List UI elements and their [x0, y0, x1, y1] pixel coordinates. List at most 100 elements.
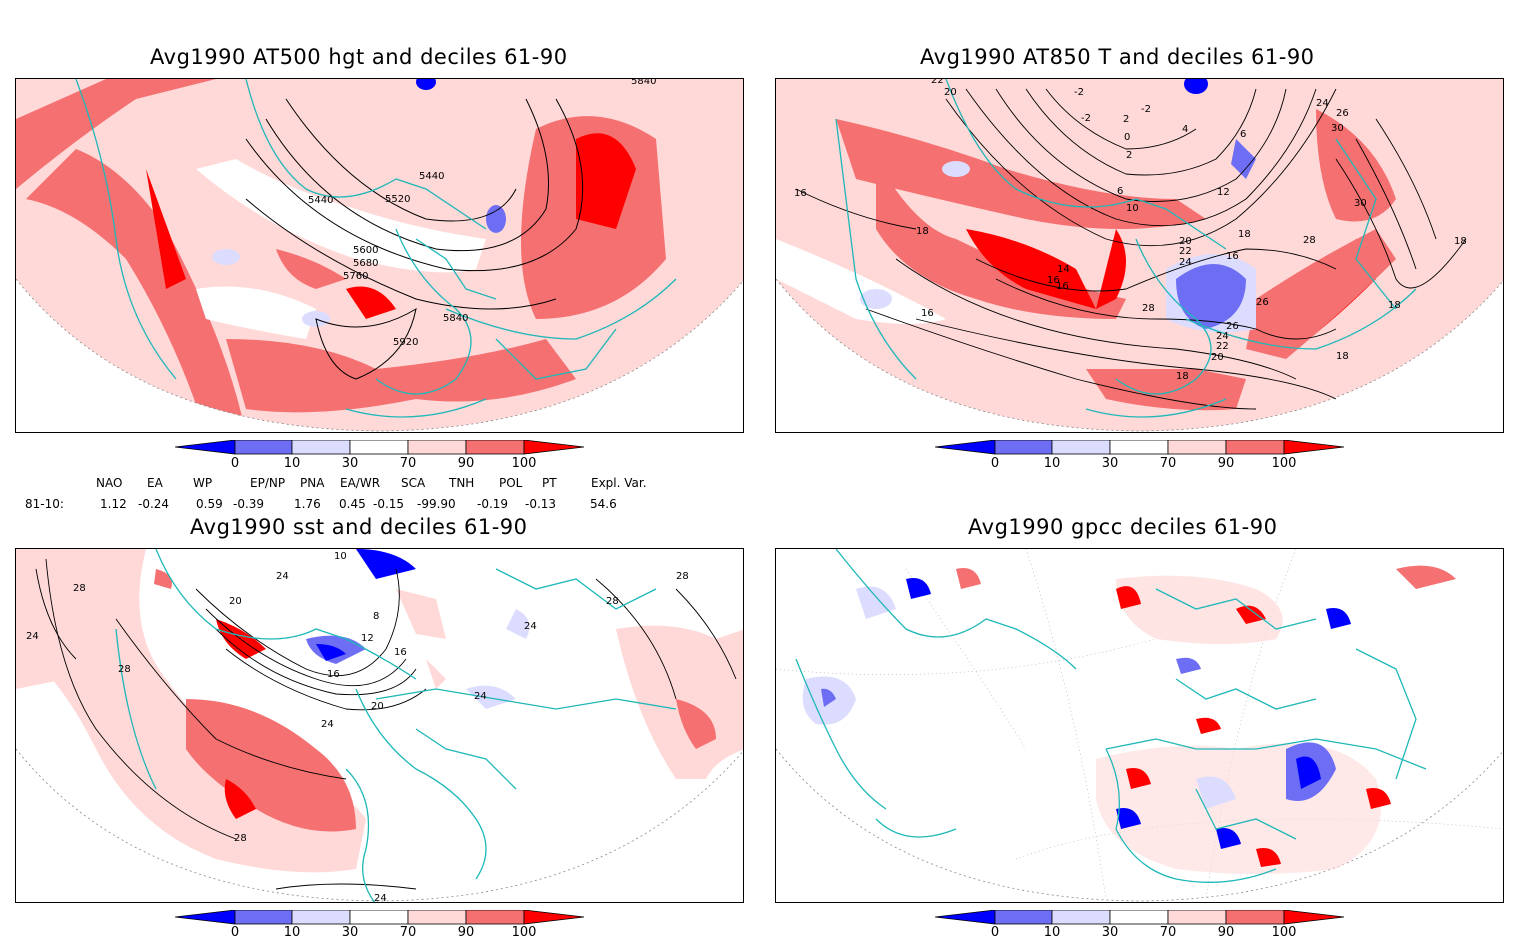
contour-label: 16: [327, 669, 340, 680]
contour-label: 10: [1126, 203, 1139, 214]
contour-label: 26: [1336, 108, 1349, 119]
contour-label: 5840: [631, 79, 656, 87]
colorbar-label: 10: [1043, 925, 1061, 940]
contour-label: 26: [1256, 297, 1269, 308]
index-value: -0.13: [525, 497, 557, 511]
index-value: -0.15: [373, 497, 405, 511]
contour-label: 16: [394, 647, 407, 658]
index-header: SCA: [401, 476, 426, 490]
index-value: -0.19: [477, 497, 509, 511]
map-at850-t: 22 20 -2 -2 -2 2 0 4 6 2 6 10 12 16 18 1…: [775, 78, 1504, 433]
contour-label: 28: [676, 571, 689, 582]
contour-label: 5440: [419, 171, 444, 182]
contour-label: 28: [606, 596, 619, 607]
colorbar-label: 30: [341, 925, 359, 940]
colorbar-label: 10: [1043, 456, 1061, 471]
colorbar-bottom-right: 0 10 30 70 90 100: [935, 910, 1345, 940]
contour-label: 16: [794, 188, 807, 199]
index-row-label: 81-10:: [25, 497, 64, 511]
panel-title-sst: Avg1990 sst and deciles 61-90: [190, 515, 528, 539]
contour-label: 20: [371, 701, 384, 712]
index-value: 1.12: [100, 497, 127, 511]
contour-label: 28: [118, 664, 131, 675]
contour-label: 22: [1179, 246, 1192, 257]
contour-label: 16: [1047, 275, 1060, 286]
contour-label: 18: [1336, 351, 1349, 362]
contour-label: 28: [1303, 235, 1316, 246]
colorbar-label: 70: [1159, 925, 1177, 940]
panel-title-gpcc: Avg1990 gpcc deciles 61-90: [968, 515, 1278, 539]
colorbar-label: 90: [457, 456, 475, 471]
colorbar-top-left: 0 10 30 70 90 100: [175, 440, 585, 474]
colorbar-label: 100: [511, 925, 537, 940]
contour-label: 24: [1316, 98, 1329, 109]
index-header: Expl. Var.: [591, 476, 647, 490]
contour-label: 22: [931, 79, 944, 86]
contour-label: -2: [1141, 104, 1151, 115]
contour-label: 12: [361, 633, 374, 644]
index-header: EA/WR: [340, 476, 381, 490]
contour-label: 0: [1124, 132, 1130, 143]
colorbar-label: 0: [230, 925, 240, 940]
colorbar-label: 90: [457, 925, 475, 940]
index-value: 54.6: [590, 497, 617, 511]
colorbar-label: 70: [1159, 456, 1177, 471]
panel-title-at850: Avg1990 AT850 T and deciles 61-90: [920, 45, 1315, 69]
contour-label: 10: [334, 551, 347, 562]
colorbar-label: 100: [511, 456, 537, 471]
contour-label: 28: [1142, 303, 1155, 314]
contour-label: 20: [944, 87, 957, 98]
contour-label: 16: [921, 308, 934, 319]
gpcc-map-drawing: [776, 549, 1503, 902]
colorbar-label: 10: [283, 925, 301, 940]
contour-label: 2: [1126, 150, 1132, 161]
contour-label: 16: [1056, 281, 1069, 292]
contour-label: 5680: [353, 258, 378, 269]
contour-label: 5920: [393, 337, 418, 348]
colorbar-swatches: [935, 440, 1345, 455]
at500-map-drawing: 5440 5440 5520 5600 5680 5760 5840 5920 …: [16, 79, 743, 432]
contour-label: 30: [1354, 198, 1367, 209]
contour-label: 4: [1182, 124, 1188, 135]
contour-label: 5840: [443, 313, 468, 324]
contour-label: 24: [524, 621, 537, 632]
index-value: -0.24: [138, 497, 170, 511]
contour-label: 12: [1217, 187, 1230, 198]
colorbar-label: 100: [1271, 456, 1297, 471]
contour-label: 24: [474, 691, 487, 702]
contour-label: 24: [1216, 331, 1229, 342]
colorbar-label: 90: [1217, 456, 1235, 471]
index-value: 0.45: [339, 497, 366, 511]
index-header: TNH: [449, 476, 475, 490]
contour-label: 14: [1057, 264, 1070, 275]
panel-title-at500: Avg1990 AT500 hgt and deciles 61-90: [150, 45, 568, 69]
contour-label: 6: [1117, 186, 1123, 197]
contour-label: -2: [1074, 87, 1084, 98]
colorbar-top-right: 0 10 30 70 90 100: [935, 440, 1345, 474]
colorbar-label: 90: [1217, 925, 1235, 940]
contour-label: 24: [1179, 257, 1192, 268]
contour-label: 5440: [308, 195, 333, 206]
contour-label: 24: [321, 719, 334, 730]
index-header: NAO: [96, 476, 123, 490]
contour-label: 18: [1176, 371, 1189, 382]
index-header: EP/NP: [250, 476, 286, 490]
colorbar-label: 30: [1101, 456, 1119, 471]
contour-label: 18: [916, 226, 929, 237]
contour-label: 28: [73, 583, 86, 594]
colorbar-swatches: [175, 440, 585, 455]
contour-label: -2: [1081, 113, 1091, 124]
contour-label: 20: [229, 596, 242, 607]
contour-label: 18: [1388, 300, 1401, 311]
contour-label: 24: [276, 571, 289, 582]
contour-label: 24: [374, 893, 387, 903]
contour-label: 16: [1226, 251, 1239, 262]
at850-map-drawing: 22 20 -2 -2 -2 2 0 4 6 2 6 10 12 16 18 1…: [776, 79, 1503, 432]
contour-label: 8: [373, 611, 379, 622]
colorbar-label: 0: [230, 456, 240, 471]
map-at500-hgt: 5440 5440 5520 5600 5680 5760 5840 5920 …: [15, 78, 744, 433]
index-header: PNA: [300, 476, 325, 490]
contour-label: 20: [1211, 352, 1224, 363]
contour-label: 24: [26, 631, 39, 642]
sst-map-drawing: 10 28 24 28 20 24 12 8 16 16 24 20 24 28…: [16, 549, 743, 903]
